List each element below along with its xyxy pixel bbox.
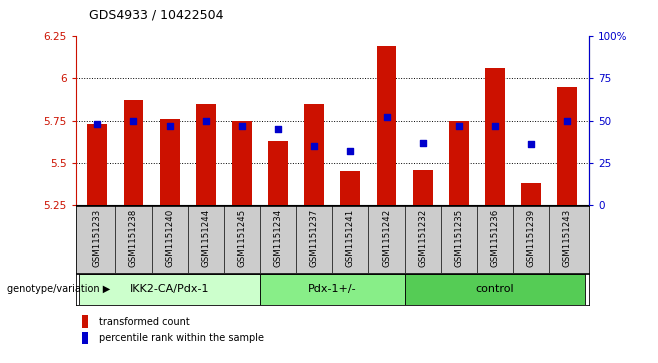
Point bbox=[526, 142, 536, 147]
Point bbox=[345, 148, 355, 154]
Bar bbox=[413, 170, 432, 205]
Text: GSM1151244: GSM1151244 bbox=[201, 209, 211, 268]
Point bbox=[164, 123, 175, 129]
Point bbox=[273, 126, 284, 132]
Text: GSM1151241: GSM1151241 bbox=[346, 209, 355, 268]
Text: control: control bbox=[476, 284, 515, 294]
Point bbox=[490, 123, 500, 129]
Text: GSM1151239: GSM1151239 bbox=[526, 209, 536, 267]
Bar bbox=[260, 274, 405, 305]
Text: GSM1151237: GSM1151237 bbox=[310, 209, 318, 268]
Bar bbox=[521, 183, 541, 205]
Bar bbox=[449, 121, 468, 205]
Bar bbox=[304, 104, 324, 205]
Point bbox=[381, 114, 392, 120]
Text: GSM1151235: GSM1151235 bbox=[454, 209, 463, 268]
Bar bbox=[88, 124, 107, 205]
Point bbox=[128, 118, 139, 123]
Text: GSM1151233: GSM1151233 bbox=[93, 209, 102, 268]
Point bbox=[309, 143, 320, 149]
Text: GSM1151245: GSM1151245 bbox=[238, 209, 247, 268]
Text: GDS4933 / 10422504: GDS4933 / 10422504 bbox=[89, 9, 223, 22]
Text: transformed count: transformed count bbox=[99, 317, 190, 327]
Text: IKK2-CA/Pdx-1: IKK2-CA/Pdx-1 bbox=[130, 284, 209, 294]
Text: GSM1151236: GSM1151236 bbox=[490, 209, 499, 268]
Bar bbox=[196, 104, 216, 205]
Point bbox=[417, 140, 428, 146]
Point bbox=[237, 123, 247, 129]
Bar bbox=[268, 141, 288, 205]
Bar bbox=[485, 68, 505, 205]
Text: GSM1151242: GSM1151242 bbox=[382, 209, 391, 268]
Bar bbox=[376, 46, 396, 205]
Point bbox=[562, 118, 572, 123]
Text: GSM1151240: GSM1151240 bbox=[165, 209, 174, 268]
Text: Pdx-1+/-: Pdx-1+/- bbox=[308, 284, 357, 294]
Text: GSM1151243: GSM1151243 bbox=[563, 209, 572, 268]
Text: GSM1151238: GSM1151238 bbox=[129, 209, 138, 268]
Bar bbox=[160, 119, 180, 205]
Bar bbox=[124, 101, 143, 205]
Point bbox=[92, 121, 103, 127]
Text: GSM1151234: GSM1151234 bbox=[274, 209, 282, 268]
Bar bbox=[557, 87, 577, 205]
Point bbox=[201, 118, 211, 123]
Bar bbox=[232, 121, 252, 205]
Bar bbox=[79, 274, 260, 305]
Point bbox=[453, 123, 464, 129]
Bar bbox=[405, 274, 586, 305]
Bar bbox=[340, 171, 361, 205]
Text: genotype/variation ▶: genotype/variation ▶ bbox=[7, 284, 110, 294]
Text: GSM1151232: GSM1151232 bbox=[418, 209, 427, 268]
Text: percentile rank within the sample: percentile rank within the sample bbox=[99, 333, 264, 343]
